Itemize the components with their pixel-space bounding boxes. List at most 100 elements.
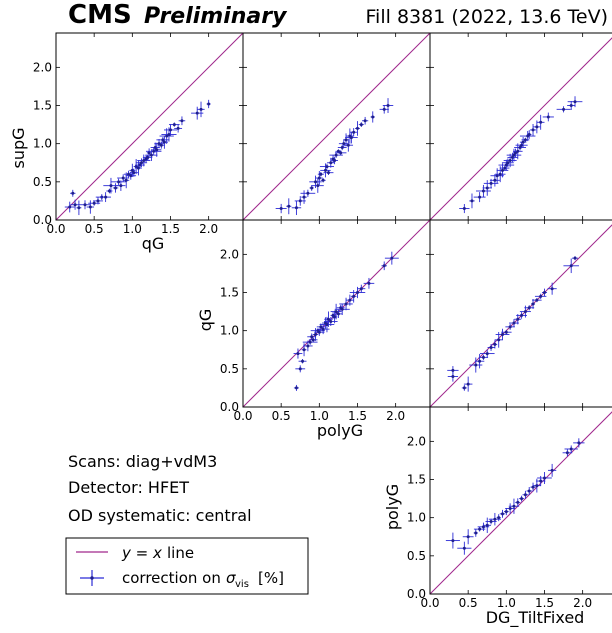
data-point bbox=[311, 338, 315, 342]
data-point bbox=[165, 134, 169, 138]
data-point bbox=[382, 107, 386, 111]
data-point bbox=[296, 352, 300, 356]
data-point bbox=[497, 516, 501, 520]
panel-plot-area bbox=[430, 224, 612, 407]
y-tick-label: 1.5 bbox=[33, 99, 52, 113]
legend-points-label-suffix: [%] bbox=[258, 569, 284, 587]
data-point bbox=[114, 186, 118, 190]
x-axis-label: qG bbox=[142, 234, 165, 253]
panel-frame bbox=[429, 219, 612, 408]
identity-line bbox=[430, 224, 612, 407]
data-point bbox=[535, 484, 539, 488]
legend-box bbox=[65, 537, 309, 595]
data-point bbox=[321, 327, 325, 331]
data-point bbox=[485, 186, 489, 190]
data-point bbox=[516, 149, 520, 153]
x-tick-label: 2.0 bbox=[573, 596, 592, 610]
data-point bbox=[352, 130, 356, 134]
data-point bbox=[168, 128, 172, 132]
cms-label: CMS bbox=[68, 0, 132, 30]
data-point bbox=[310, 186, 314, 190]
data-point bbox=[352, 294, 356, 298]
y-tick-label: 0.5 bbox=[33, 175, 52, 189]
data-point bbox=[466, 535, 470, 539]
data-point bbox=[172, 123, 176, 127]
panel-frame bbox=[429, 406, 612, 595]
data-point bbox=[88, 205, 92, 209]
info-scans: Scans: diag+vdM3 bbox=[68, 452, 217, 471]
data-point bbox=[493, 178, 497, 182]
data-point bbox=[489, 345, 493, 349]
data-point bbox=[523, 310, 527, 314]
data-point bbox=[355, 291, 359, 295]
data-point bbox=[516, 500, 520, 504]
data-point bbox=[298, 199, 302, 203]
data-point bbox=[121, 176, 125, 180]
y-tick-label: 1.0 bbox=[33, 137, 52, 151]
data-point bbox=[92, 201, 96, 205]
x-tick-label: 1.5 bbox=[161, 222, 180, 236]
y-tick-label: 1.0 bbox=[220, 324, 239, 338]
data-point bbox=[531, 485, 535, 489]
panel-plot-area bbox=[430, 37, 612, 220]
y-axis-label: supG bbox=[9, 127, 28, 168]
data-point bbox=[542, 476, 546, 480]
data-point bbox=[506, 161, 510, 165]
x-tick-label: 1.5 bbox=[535, 596, 554, 610]
x-tick-label: 2.0 bbox=[386, 409, 405, 423]
data-point bbox=[569, 264, 573, 268]
y-tick-label: 2.0 bbox=[220, 247, 239, 261]
data-point bbox=[535, 125, 539, 129]
data-point bbox=[161, 138, 165, 142]
x-tick-label: 1.5 bbox=[348, 409, 367, 423]
data-point bbox=[134, 165, 138, 169]
data-point bbox=[478, 359, 482, 363]
data-point bbox=[319, 172, 323, 176]
legend-line-label: line bbox=[167, 544, 194, 562]
preliminary-label: Preliminary bbox=[144, 4, 288, 29]
panel-row1-col1: 0.0 0.5 1.0 1.5 2.0 0.0 0.5 1.0 1.5 2.0 qG supG bbox=[9, 32, 244, 253]
data-point bbox=[504, 510, 508, 514]
y-tick-label: 0.5 bbox=[220, 362, 239, 376]
data-point bbox=[493, 517, 497, 521]
panel-plot-area bbox=[56, 33, 243, 220]
x-tick-label: 0.5 bbox=[459, 596, 478, 610]
data-point bbox=[336, 312, 340, 316]
panel-row3-col3: 0.0 0.5 1.0 1.5 2.00.00.51.01.52.0DG_TiltFix… bbox=[383, 406, 612, 628]
data-point bbox=[71, 191, 75, 195]
data-point bbox=[119, 184, 123, 188]
data-point bbox=[550, 287, 554, 291]
data-point bbox=[294, 206, 298, 210]
data-point bbox=[562, 107, 566, 111]
data-point bbox=[329, 161, 333, 165]
data-point bbox=[478, 527, 482, 531]
data-point bbox=[325, 165, 329, 169]
data-point bbox=[124, 178, 128, 182]
data-point bbox=[167, 133, 171, 137]
y-tick-label: 0.0 bbox=[33, 213, 52, 227]
x-tick-label: 1.0 bbox=[497, 596, 516, 610]
data-point bbox=[319, 325, 323, 329]
data-point bbox=[508, 158, 512, 162]
data-point bbox=[504, 163, 508, 167]
data-point bbox=[294, 386, 298, 390]
x-tick-label: 0.5 bbox=[85, 222, 104, 236]
data-point bbox=[542, 291, 546, 295]
data-point bbox=[521, 140, 525, 144]
data-point bbox=[466, 382, 470, 386]
x-tick-label: 0.0 bbox=[233, 409, 252, 423]
data-point bbox=[159, 143, 163, 147]
y-tick-label: 2.0 bbox=[407, 434, 426, 448]
data-point bbox=[462, 207, 466, 211]
legend-line-math: y = x bbox=[121, 544, 162, 562]
data-point bbox=[462, 546, 466, 550]
data-point bbox=[565, 451, 569, 455]
data-point bbox=[308, 340, 312, 344]
data-point bbox=[147, 151, 151, 155]
data-point bbox=[359, 123, 363, 127]
x-axis-label: polyG bbox=[317, 421, 363, 440]
data-point bbox=[317, 330, 321, 334]
data-point bbox=[489, 519, 493, 523]
data-point bbox=[470, 199, 474, 203]
